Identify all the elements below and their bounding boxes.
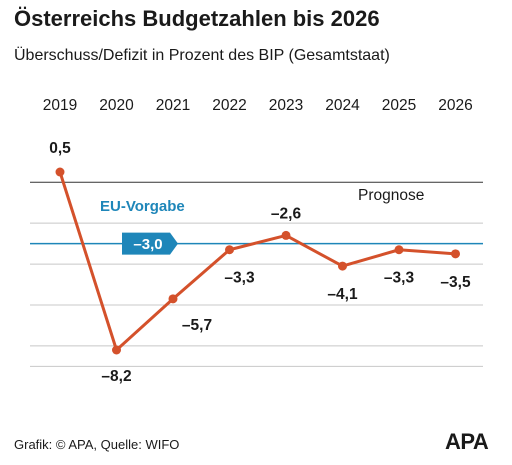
forecast-annotation: Prognose [358, 187, 424, 204]
data-point [451, 249, 460, 259]
x-axis-labels: 2019 2020 2021 2022 2023 2024 2025 2026 [0, 97, 512, 119]
x-tick-label: 2021 [155, 97, 191, 114]
x-tick-label: 2020 [99, 97, 134, 114]
data-label: –8,2 [101, 368, 131, 385]
data-label: –3,5 [440, 274, 471, 291]
data-point [394, 245, 404, 255]
source-credit: Grafik: © APA, Quelle: WIFO [14, 437, 180, 452]
eu-reference-value-tag [122, 232, 178, 255]
data-point [225, 245, 234, 255]
x-tick-label: 2024 [325, 97, 360, 114]
x-tick-label: 2022 [212, 97, 247, 114]
x-tick-label: 2023 [268, 97, 304, 114]
eu-reference-label: EU-Vorgabe [100, 198, 185, 215]
data-label: 0,5 [49, 140, 71, 157]
data-point [281, 230, 291, 240]
data-label: –2,6 [271, 205, 302, 222]
apa-logo: APA [445, 429, 489, 454]
eu-reference-value: –3,0 [133, 236, 162, 253]
data-label: –3,3 [384, 270, 415, 287]
data-label: –5,7 [182, 317, 212, 334]
x-tick-label: 2026 [438, 97, 473, 114]
data-point [112, 345, 121, 355]
data-point [338, 261, 347, 271]
x-tick-label: 2019 [42, 97, 78, 114]
data-point [168, 294, 178, 304]
chart-title: Österreichs Budgetzahlen bis 2026 [14, 6, 380, 31]
chart-subtitle: Überschuss/Defizit in Prozent des BIP (G… [14, 47, 390, 64]
data-label: –4,1 [327, 286, 358, 303]
x-tick-label: 2025 [381, 97, 417, 114]
data-point [55, 167, 65, 177]
data-label: –3,3 [224, 270, 255, 287]
data-line [58, 171, 456, 352]
